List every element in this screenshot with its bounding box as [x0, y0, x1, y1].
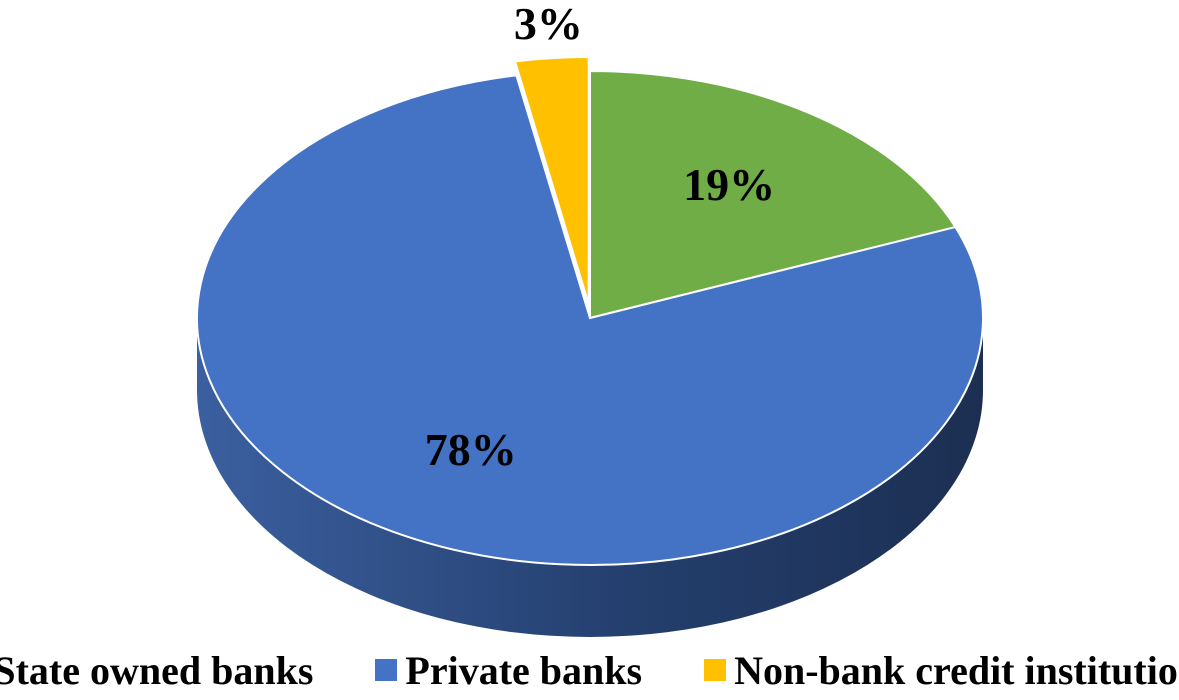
legend-swatch-private-banks — [375, 659, 398, 681]
pie-slice-state-owned-banks — [589, 69, 957, 320]
legend-swatch-non-bank-credit-institutions — [704, 659, 727, 681]
data-label-state-owned-banks: 19% — [683, 159, 775, 210]
data-label-private-banks: 78% — [425, 424, 517, 475]
legend: State owned banks Private banks Non-bank… — [0, 640, 1179, 700]
data-label-non-bank-credit-institutions: 3% — [514, 0, 583, 49]
pie-chart: 19% 78% 3% — [196, 0, 984, 637]
legend-label-private-banks: Private banks — [405, 647, 643, 693]
legend-item-non-bank-credit-institutions: Non-bank credit institutions — [704, 647, 1179, 694]
pie-slice-non-bank-credit-institutions — [513, 56, 590, 305]
legend-label-non-bank-credit-institutions: Non-bank credit institutions — [734, 647, 1179, 693]
legend-item-private-banks: Private banks — [375, 647, 642, 694]
pie-side-private-banks — [197, 318, 983, 637]
pie-slice-private-banks — [196, 74, 984, 566]
legend-label-state-owned-banks: State owned banks — [0, 647, 314, 693]
legend-item-state-owned-banks: State owned banks — [0, 647, 313, 694]
